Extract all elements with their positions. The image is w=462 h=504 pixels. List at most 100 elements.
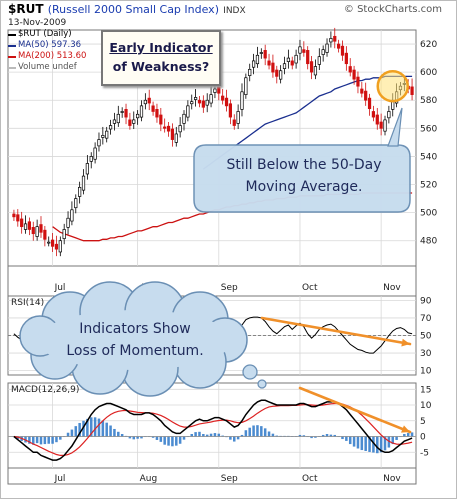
macd-histogram-bar — [256, 425, 259, 437]
macd-histogram-bar — [59, 436, 62, 440]
macd-histogram-bar — [345, 436, 348, 441]
macd-histogram-bar — [233, 436, 236, 442]
candle-body — [159, 114, 163, 125]
macd-histogram-bar — [236, 436, 240, 440]
panel-frame-macd — [7, 382, 417, 469]
macd-histogram-bar — [275, 435, 279, 437]
candle-body — [383, 119, 387, 132]
macd-histogram-bar — [263, 428, 267, 437]
candle-body — [224, 97, 229, 107]
month-label-top: Oct — [302, 283, 318, 293]
macd-histogram-bar — [136, 436, 139, 439]
month-label-top: Jul — [54, 283, 66, 293]
macd-histogram-bar — [348, 436, 352, 445]
macd-histogram-bar — [151, 436, 155, 438]
candle-body — [136, 113, 140, 119]
candle-body — [410, 86, 414, 95]
candle-body — [27, 221, 32, 230]
macd-histogram-bar — [244, 430, 248, 437]
candle-body — [251, 60, 256, 68]
macd-histogram-bar — [217, 433, 221, 437]
macd-histogram-bar — [86, 418, 89, 437]
candle-body — [31, 227, 35, 235]
candle-body — [302, 49, 306, 53]
candle-body — [375, 114, 379, 125]
macd-histogram-bar — [209, 433, 213, 437]
macd-histogram-bar — [109, 425, 112, 437]
candle-body — [62, 229, 66, 239]
candle-body — [85, 163, 89, 175]
candle-body — [313, 66, 318, 76]
candle-body — [112, 119, 117, 124]
candle-body — [35, 226, 39, 237]
macd-histogram-bar — [205, 434, 209, 437]
macd-histogram-bar — [410, 432, 414, 437]
macd-histogram-bar — [182, 436, 186, 440]
macd-histogram-bar — [372, 436, 375, 453]
candle-body — [166, 125, 171, 132]
candle-body — [367, 97, 372, 110]
candle-body — [201, 100, 205, 108]
candle-body — [20, 218, 24, 228]
macd-histogram-bar — [32, 436, 35, 445]
candle-body — [66, 217, 70, 228]
macd-histogram-bar — [93, 417, 97, 437]
candle-body — [151, 105, 155, 112]
macd-histogram-bar — [128, 436, 132, 439]
candle-body — [387, 111, 391, 119]
macd-title: MACD(12,26,9) — [11, 385, 79, 395]
macd-histogram-bar — [341, 436, 344, 440]
cloud-tail-dot — [242, 364, 258, 380]
macd-histogram-bar — [155, 436, 159, 440]
price-tick-label: 600 — [420, 68, 437, 78]
candle-body — [182, 113, 186, 124]
macd-tick-label: -5 — [420, 448, 429, 458]
month-label-bottom: Jul — [54, 474, 66, 484]
candle-body — [16, 214, 20, 222]
candle-body — [356, 76, 360, 87]
candle-body — [286, 57, 290, 62]
macd-histogram-bar — [74, 426, 78, 437]
macd-histogram-bar — [321, 434, 325, 437]
macd-histogram-bar — [360, 436, 364, 451]
price-tick-label: 560 — [420, 124, 437, 134]
macd-histogram-bar — [101, 420, 105, 437]
macd-histogram-bar — [352, 436, 356, 447]
macd-histogram-bar — [55, 436, 58, 443]
macd-histogram-bar — [403, 434, 406, 437]
cloud-core — [37, 310, 233, 370]
macd-histogram-bar — [16, 436, 20, 440]
candle-body — [197, 99, 202, 104]
candle-body — [78, 186, 82, 197]
candle-body — [267, 60, 271, 66]
candle-body — [43, 229, 47, 240]
macd-histogram-bar — [140, 436, 143, 439]
rsi-tick-label: 50 — [420, 332, 432, 342]
candle-body — [337, 43, 341, 49]
month-label-bottom: Oct — [302, 474, 318, 484]
candle-body — [255, 54, 260, 65]
macd-histogram-bar — [356, 436, 360, 449]
macd-histogram-bar — [260, 426, 263, 437]
candle-body — [379, 121, 383, 129]
candle-body — [290, 60, 294, 66]
chart-date: 13-Nov-2009 — [8, 18, 67, 28]
candle-body — [221, 95, 225, 101]
candle-body — [298, 46, 302, 54]
candle-body — [170, 128, 175, 140]
candle-body — [116, 113, 120, 124]
page-border — [0, 0, 457, 499]
macd-histogram-bar — [120, 434, 124, 437]
macd-histogram-bar — [387, 436, 391, 448]
month-label-bottom: Sep — [221, 474, 238, 484]
candle-body — [282, 63, 287, 69]
price-tick-label: 480 — [420, 237, 437, 247]
macd-histogram-bar — [333, 434, 337, 437]
macd-histogram-bar — [406, 433, 410, 437]
macd-tick-label: 0 — [420, 433, 426, 443]
month-label-bottom: Aug — [140, 474, 158, 484]
legend-ma200: MA(200) 513.60 — [8, 51, 86, 62]
candle-body — [279, 70, 283, 80]
macd-histogram-bar — [178, 436, 182, 444]
